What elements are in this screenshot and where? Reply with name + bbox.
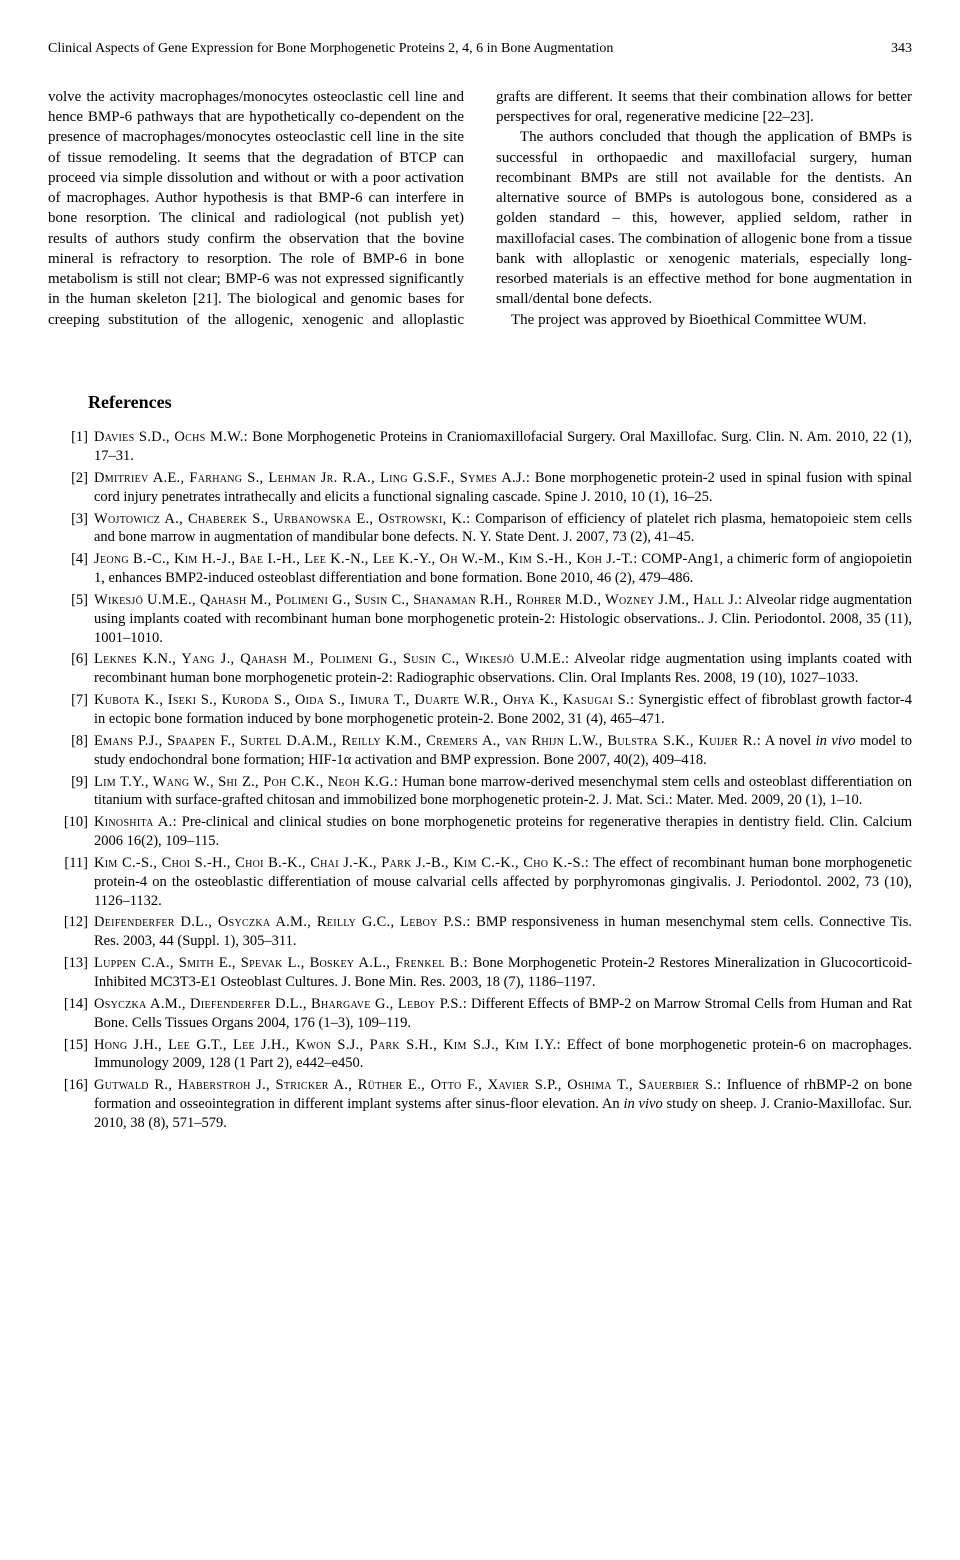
reference-number: [8] bbox=[48, 732, 94, 770]
reference-authors: Leknes K.N., Yang J., Qahash M., Polimen… bbox=[94, 651, 569, 667]
reference-item: [15]Hong J.H., Lee G.T., Lee J.H., Kwon … bbox=[48, 1036, 912, 1074]
reference-authors: Wikesjö U.M.E., Qahash M., Polimeni G., … bbox=[94, 592, 742, 608]
reference-authors: Osyczka A.M., Diefenderfer D.L., Bhargav… bbox=[94, 996, 467, 1012]
reference-item: [4]Jeong B.-C., Kim H.-J., Bae I.-H., Le… bbox=[48, 550, 912, 588]
reference-authors: Wojtowicz A., Chaberek S., Urbanowska E.… bbox=[94, 511, 471, 527]
reference-number: [12] bbox=[48, 913, 94, 951]
reference-authors: Lim T.Y., Wang W., Shi Z., Poh C.K., Neo… bbox=[94, 774, 398, 790]
reference-authors: Dmitriev A.E., Farhang S., Lehman Jr. R.… bbox=[94, 470, 530, 486]
reference-item: [6]Leknes K.N., Yang J., Qahash M., Poli… bbox=[48, 650, 912, 688]
reference-number: [7] bbox=[48, 691, 94, 729]
reference-body: Hong J.H., Lee G.T., Lee J.H., Kwon S.J.… bbox=[94, 1036, 912, 1074]
reference-text: A novel bbox=[761, 733, 816, 749]
references-heading: References bbox=[48, 390, 912, 414]
reference-number: [14] bbox=[48, 995, 94, 1033]
reference-body: Jeong B.-C., Kim H.-J., Bae I.-H., Lee K… bbox=[94, 550, 912, 588]
reference-number: [4] bbox=[48, 550, 94, 588]
reference-number: [16] bbox=[48, 1076, 94, 1133]
reference-italic: in vivo bbox=[816, 733, 856, 749]
reference-item: [2]Dmitriev A.E., Farhang S., Lehman Jr.… bbox=[48, 469, 912, 507]
reference-item: [7]Kubota K., Iseki S., Kuroda S., Oida … bbox=[48, 691, 912, 729]
reference-number: [9] bbox=[48, 773, 94, 811]
reference-authors: Gutwald R., Haberstroh J., Stricker A., … bbox=[94, 1077, 721, 1093]
reference-number: [11] bbox=[48, 854, 94, 911]
reference-authors: Kinoshita A.: bbox=[94, 814, 177, 830]
reference-body: Lim T.Y., Wang W., Shi Z., Poh C.K., Neo… bbox=[94, 773, 912, 811]
reference-body: Leknes K.N., Yang J., Qahash M., Polimen… bbox=[94, 650, 912, 688]
references-list: [1]Davies S.D., Ochs M.W.: Bone Morphoge… bbox=[48, 428, 912, 1133]
reference-item: [10]Kinoshita A.: Pre-clinical and clini… bbox=[48, 813, 912, 851]
body-para-3: The project was approved by Bioethical C… bbox=[496, 312, 866, 328]
reference-body: Kubota K., Iseki S., Kuroda S., Oida S.,… bbox=[94, 691, 912, 729]
running-title: Clinical Aspects of Gene Expression for … bbox=[48, 40, 613, 59]
reference-number: [2] bbox=[48, 469, 94, 507]
reference-number: [6] bbox=[48, 650, 94, 688]
reference-number: [15] bbox=[48, 1036, 94, 1074]
body-para-2: The authors concluded that though the ap… bbox=[496, 129, 912, 307]
reference-body: Deifenderfer D.L., Osyczka A.M., Reilly … bbox=[94, 913, 912, 951]
reference-authors: Hong J.H., Lee G.T., Lee J.H., Kwon S.J.… bbox=[94, 1037, 561, 1053]
reference-body: Wikesjö U.M.E., Qahash M., Polimeni G., … bbox=[94, 591, 912, 648]
reference-authors: Kubota K., Iseki S., Kuroda S., Oida S.,… bbox=[94, 692, 634, 708]
reference-item: [3]Wojtowicz A., Chaberek S., Urbanowska… bbox=[48, 510, 912, 548]
body-para-1: volve the activity macrophages/monocytes… bbox=[48, 89, 912, 328]
reference-number: [10] bbox=[48, 813, 94, 851]
reference-authors: Luppen C.A., Smith E., Spevak L., Boskey… bbox=[94, 955, 468, 971]
reference-authors: Kim C.-S., Choi S.-H., Choi B.-K., Chai … bbox=[94, 855, 589, 871]
reference-item: [14]Osyczka A.M., Diefenderfer D.L., Bha… bbox=[48, 995, 912, 1033]
running-header: Clinical Aspects of Gene Expression for … bbox=[48, 40, 912, 59]
reference-item: [8]Emans P.J., Spaapen F., Surtel D.A.M.… bbox=[48, 732, 912, 770]
reference-number: [5] bbox=[48, 591, 94, 648]
reference-item: [9]Lim T.Y., Wang W., Shi Z., Poh C.K., … bbox=[48, 773, 912, 811]
reference-body: Luppen C.A., Smith E., Spevak L., Boskey… bbox=[94, 954, 912, 992]
reference-italic: in vivo bbox=[623, 1096, 662, 1112]
reference-body: Dmitriev A.E., Farhang S., Lehman Jr. R.… bbox=[94, 469, 912, 507]
reference-item: [13]Luppen C.A., Smith E., Spevak L., Bo… bbox=[48, 954, 912, 992]
body-text: volve the activity macrophages/monocytes… bbox=[48, 87, 912, 330]
page-number: 343 bbox=[891, 40, 912, 59]
reference-number: [3] bbox=[48, 510, 94, 548]
reference-authors: Jeong B.-C., Kim H.-J., Bae I.-H., Lee K… bbox=[94, 551, 638, 567]
reference-body: Gutwald R., Haberstroh J., Stricker A., … bbox=[94, 1076, 912, 1133]
reference-text: Pre-clinical and clinical studies on bon… bbox=[94, 814, 912, 849]
reference-item: [1]Davies S.D., Ochs M.W.: Bone Morphoge… bbox=[48, 428, 912, 466]
reference-item: [11]Kim C.-S., Choi S.-H., Choi B.-K., C… bbox=[48, 854, 912, 911]
reference-authors: Deifenderfer D.L., Osyczka A.M., Reilly … bbox=[94, 914, 471, 930]
reference-body: Kinoshita A.: Pre-clinical and clinical … bbox=[94, 813, 912, 851]
reference-body: Kim C.-S., Choi S.-H., Choi B.-K., Chai … bbox=[94, 854, 912, 911]
reference-body: Wojtowicz A., Chaberek S., Urbanowska E.… bbox=[94, 510, 912, 548]
reference-number: [1] bbox=[48, 428, 94, 466]
reference-item: [12]Deifenderfer D.L., Osyczka A.M., Rei… bbox=[48, 913, 912, 951]
reference-authors: Davies S.D., Ochs M.W.: bbox=[94, 429, 248, 445]
reference-number: [13] bbox=[48, 954, 94, 992]
reference-authors: Emans P.J., Spaapen F., Surtel D.A.M., R… bbox=[94, 733, 761, 749]
reference-item: [16]Gutwald R., Haberstroh J., Stricker … bbox=[48, 1076, 912, 1133]
reference-body: Emans P.J., Spaapen F., Surtel D.A.M., R… bbox=[94, 732, 912, 770]
reference-body: Osyczka A.M., Diefenderfer D.L., Bhargav… bbox=[94, 995, 912, 1033]
reference-body: Davies S.D., Ochs M.W.: Bone Morphogenet… bbox=[94, 428, 912, 466]
reference-item: [5]Wikesjö U.M.E., Qahash M., Polimeni G… bbox=[48, 591, 912, 648]
